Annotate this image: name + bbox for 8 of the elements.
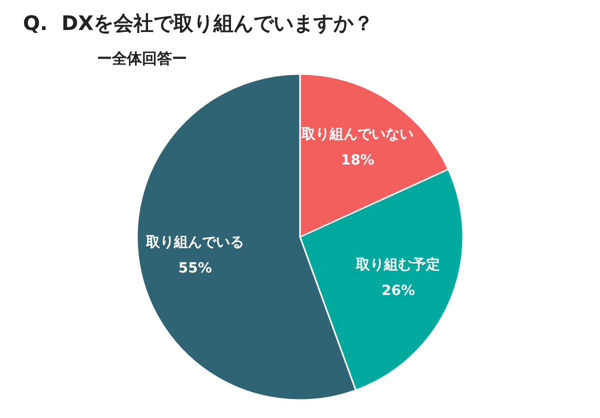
chart-title: Q. DXを会社で取り組んでいますか？ [23,11,374,35]
data-label: 55% [178,260,212,276]
slice-label: 取り組む予定 [355,256,440,274]
slice-label: 取り組んでいる [145,234,244,250]
data-label: 18% [340,152,374,168]
slice-label: 取り組んでいない [300,126,414,142]
chart-subtitle: ー全体回答ー [97,50,187,68]
data-label: 26% [381,283,415,300]
